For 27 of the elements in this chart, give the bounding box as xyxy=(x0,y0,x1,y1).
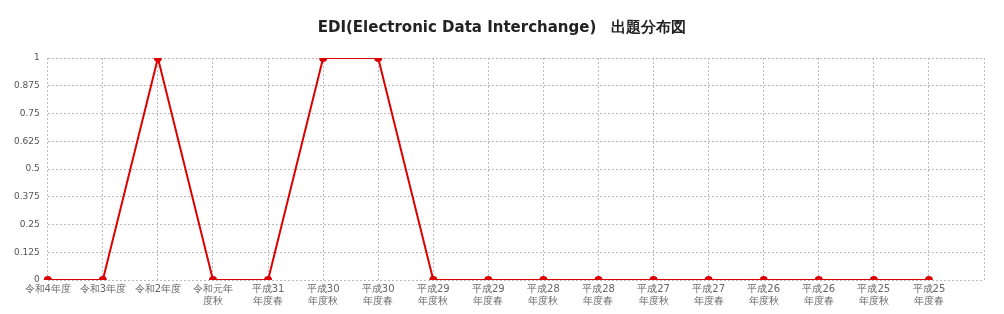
y-tick-label: 0.25 xyxy=(19,218,40,229)
x-tick-label: 平成26年度春 xyxy=(802,282,836,306)
y-tick-label: 0 xyxy=(34,274,41,285)
y-tick-label: 1 xyxy=(34,52,40,63)
x-tick-label: 平成26年度秋 xyxy=(747,282,781,306)
x-tick-label: 平成25年度春 xyxy=(912,282,946,306)
x-tick-label: 平成30年度秋 xyxy=(306,282,340,306)
x-tick-label: 平成31年度春 xyxy=(251,282,285,306)
x-tick-label: 平成28年度秋 xyxy=(527,282,560,306)
y-tick-label: 0.5 xyxy=(25,163,40,174)
x-tick-label: 令和元年度秋 xyxy=(192,282,233,306)
x-tick-label: 平成28年度春 xyxy=(582,282,615,306)
x-tick-label: 令和4年度 xyxy=(24,282,71,294)
chart-title: EDI(Electronic Data Interchange) 出題分布図 xyxy=(316,18,688,37)
x-tick-label: 平成27年度秋 xyxy=(637,282,670,306)
y-tick-label: 0.75 xyxy=(19,107,40,118)
x-tick-label: 平成29年度春 xyxy=(471,282,505,306)
y-tick-label: 0.875 xyxy=(14,80,40,91)
y-tick-label: 0.125 xyxy=(14,246,40,257)
x-tick-label: 平成30年度春 xyxy=(361,282,395,306)
y-tick-label: 0.625 xyxy=(14,135,40,146)
x-tick-label: 令和3年度 xyxy=(79,282,127,294)
x-tick-label: 平成25年度秋 xyxy=(857,282,891,306)
x-tick-label: 令和2年度 xyxy=(134,282,182,294)
y-tick-label: 0.375 xyxy=(14,191,40,202)
x-tick-label: 平成27年度春 xyxy=(692,282,725,306)
x-tick-label: 平成29年度秋 xyxy=(416,282,450,306)
